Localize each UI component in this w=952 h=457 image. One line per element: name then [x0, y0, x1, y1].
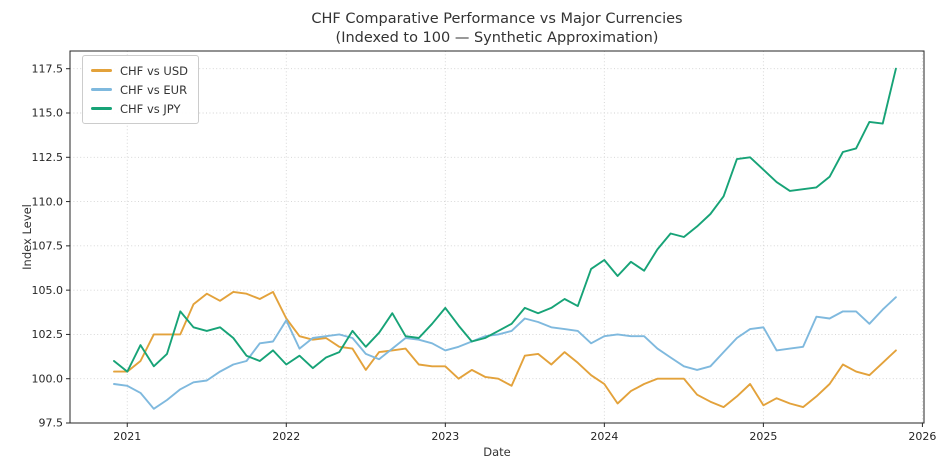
x-axis-label: Date [483, 445, 511, 457]
series-line-chf-vs-jpy [113, 67, 897, 373]
chart-subtitle: (Indexed to 100 — Synthetic Approximatio… [335, 30, 659, 46]
y-tick-labels: 97.5 100.0 102.5 105.0 107.5 110.0 112.5 115.0 1… [32, 62, 64, 429]
chart-title-block: CHF Comparative Performance vs Major Cur… [70, 10, 924, 48]
svg-text:2025: 2025 [749, 430, 777, 443]
tick-marks [66, 68, 923, 427]
chart-title: CHF Comparative Performance vs Major Cur… [311, 11, 683, 27]
svg-text:2021: 2021 [113, 430, 141, 443]
svg-text:110.0: 110.0 [32, 195, 64, 208]
legend: CHF vs USD CHF vs EUR CHF vs JPY [82, 55, 199, 124]
svg-text:100.0: 100.0 [32, 372, 64, 385]
legend-label: CHF vs JPY [120, 101, 181, 116]
svg-text:2022: 2022 [272, 430, 300, 443]
legend-label: CHF vs EUR [120, 82, 188, 97]
legend-swatch-chf-vs-jpy [91, 107, 112, 110]
x-tick-labels: 2021 2022 2023 2024 2025 2026 [113, 430, 936, 443]
legend-item-chf-vs-jpy: CHF vs JPY [91, 99, 188, 118]
svg-text:2026: 2026 [908, 430, 936, 443]
svg-text:115.0: 115.0 [32, 107, 64, 120]
svg-text:105.0: 105.0 [32, 284, 64, 297]
series-line-chf-vs-eur [113, 296, 897, 410]
svg-text:2024: 2024 [590, 430, 618, 443]
svg-text:117.5: 117.5 [32, 62, 64, 75]
legend-item-chf-vs-eur: CHF vs EUR [91, 80, 188, 99]
series-line-chf-vs-usd [113, 290, 897, 409]
plot-border [69, 50, 925, 424]
svg-text:112.5: 112.5 [32, 151, 64, 164]
svg-text:97.5: 97.5 [39, 417, 64, 430]
svg-text:102.5: 102.5 [32, 328, 64, 341]
legend-label: CHF vs USD [120, 63, 188, 78]
legend-swatch-chf-vs-usd [91, 69, 112, 72]
legend-item-chf-vs-usd: CHF vs USD [91, 61, 188, 80]
svg-text:2023: 2023 [431, 430, 459, 443]
svg-text:107.5: 107.5 [32, 240, 64, 253]
legend-swatch-chf-vs-eur [91, 88, 112, 91]
y-axis-label: Index Level [20, 204, 34, 270]
